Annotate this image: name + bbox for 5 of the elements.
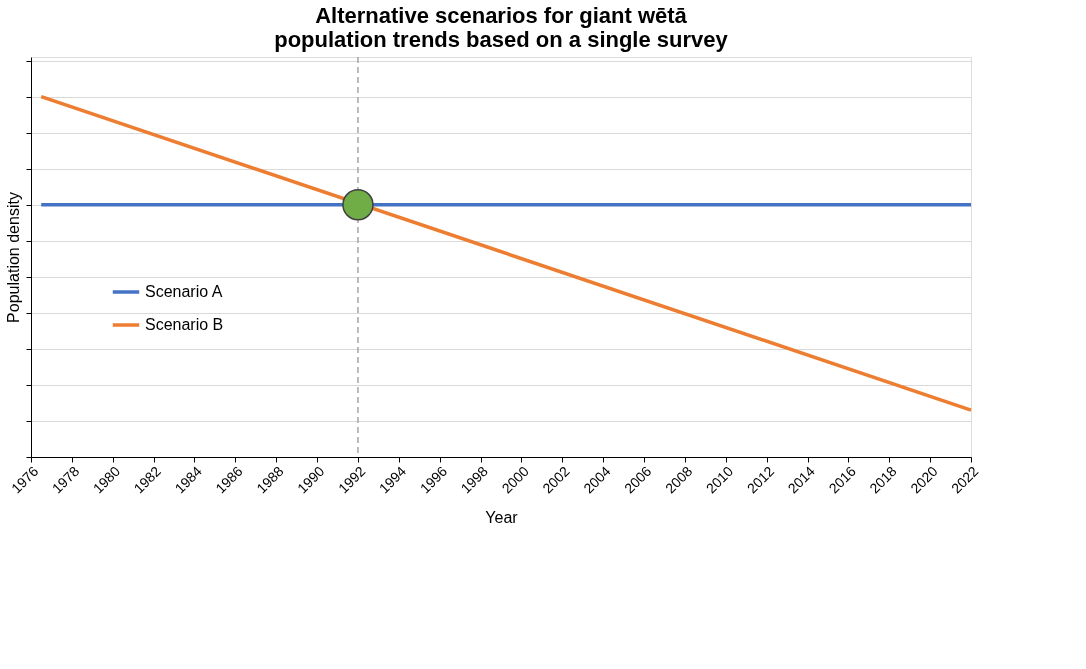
legend-label: Scenario A — [145, 283, 223, 300]
x-axis-title: Year — [485, 509, 519, 527]
chart-title: Alternative scenarios for giant wētā population trends based on a single survey — [274, 3, 729, 53]
y-axis-title: Population density — [5, 192, 22, 323]
legend-label: Scenario B — [145, 316, 224, 333]
